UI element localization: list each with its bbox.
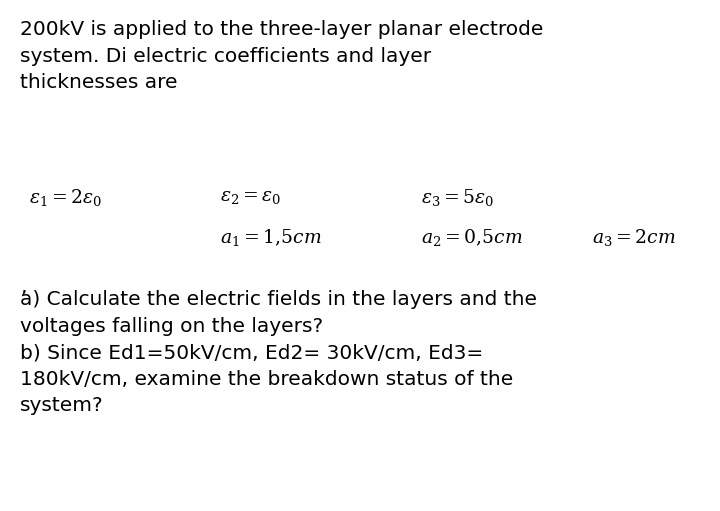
Text: $a_2{=}0{,}5cm$: $a_2{=}0{,}5cm$ (421, 227, 523, 248)
Text: ,: , (20, 278, 27, 297)
Text: $a_3{=}2cm$: $a_3{=}2cm$ (592, 227, 675, 248)
Text: $\varepsilon_2 = \varepsilon_0$: $\varepsilon_2 = \varepsilon_0$ (220, 187, 281, 205)
Text: 200kV is applied to the three-layer planar electrode
system. Di electric coeffic: 200kV is applied to the three-layer plan… (20, 20, 544, 92)
Text: $\varepsilon_1 = 2\varepsilon_0$: $\varepsilon_1 = 2\varepsilon_0$ (29, 187, 102, 207)
Text: $a_1{=}1{,}5cm$: $a_1{=}1{,}5cm$ (220, 227, 321, 248)
Text: $\varepsilon_3 = 5\varepsilon_0$: $\varepsilon_3 = 5\varepsilon_0$ (421, 187, 495, 207)
Text: a) Calculate the electric fields in the layers and the
voltages falling on the l: a) Calculate the electric fields in the … (20, 290, 537, 415)
